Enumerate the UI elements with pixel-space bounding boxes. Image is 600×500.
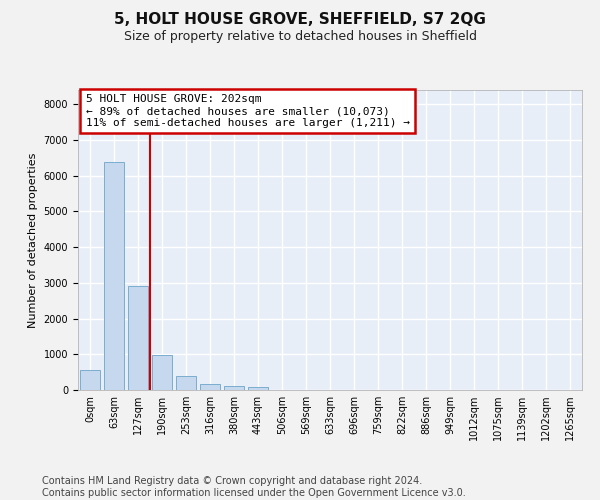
Bar [80, 370, 100, 390]
Bar [152, 355, 172, 390]
Bar [248, 388, 268, 390]
Text: Contains HM Land Registry data © Crown copyright and database right 2024.
Contai: Contains HM Land Registry data © Crown c… [42, 476, 466, 498]
Bar [200, 384, 220, 390]
Bar [224, 386, 244, 390]
Bar [176, 376, 196, 390]
Text: 5, HOLT HOUSE GROVE, SHEFFIELD, S7 2QG: 5, HOLT HOUSE GROVE, SHEFFIELD, S7 2QG [114, 12, 486, 28]
Text: 5 HOLT HOUSE GROVE: 202sqm
← 89% of detached houses are smaller (10,073)
11% of : 5 HOLT HOUSE GROVE: 202sqm ← 89% of deta… [86, 94, 410, 128]
Bar [104, 162, 124, 390]
Bar [128, 286, 148, 390]
Text: Size of property relative to detached houses in Sheffield: Size of property relative to detached ho… [124, 30, 476, 43]
Y-axis label: Number of detached properties: Number of detached properties [28, 152, 38, 328]
